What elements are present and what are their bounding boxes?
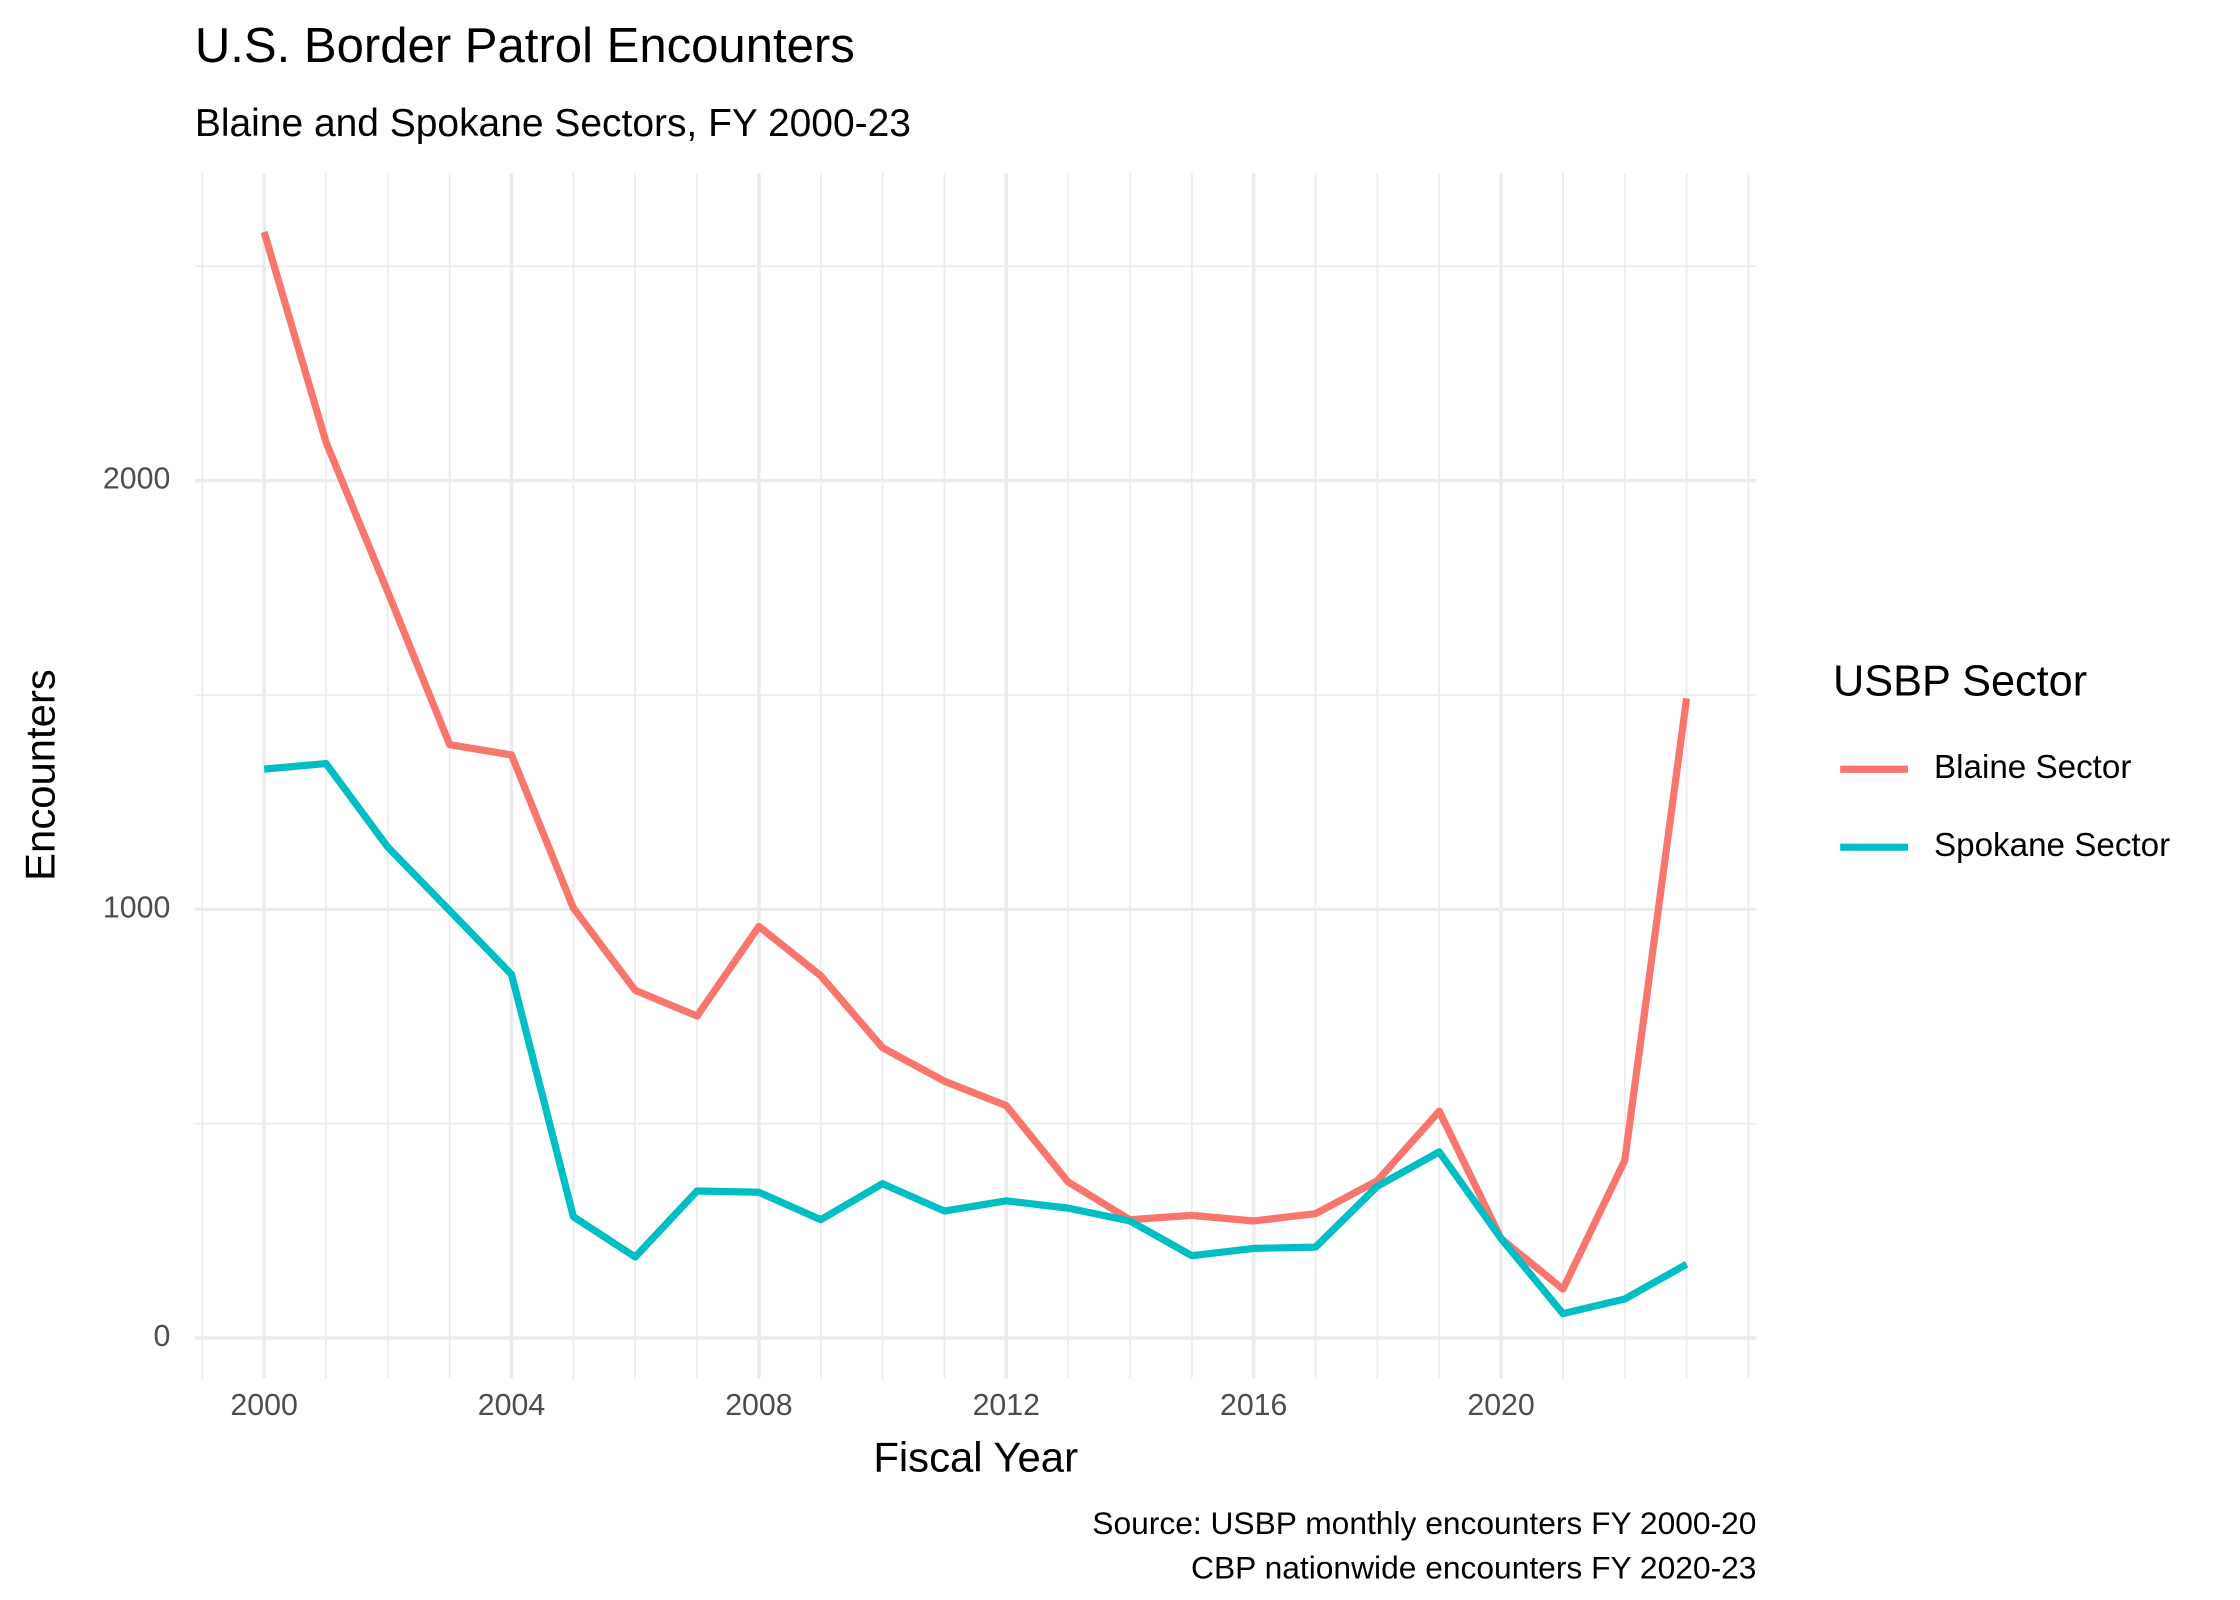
caption: Source: USBP monthly encounters FY 2000-… <box>1092 1505 1756 1541</box>
x-tick-label: 2020 <box>1467 1389 1534 1422</box>
y-tick-label: 0 <box>153 1320 170 1353</box>
data-line <box>263 759 1689 1318</box>
legend-label: Blaine Sector <box>1934 749 2131 786</box>
legend-title: USBP Sector <box>1833 658 2087 706</box>
x-tick-label: 2000 <box>230 1389 297 1422</box>
data-line <box>260 230 1691 1293</box>
x-tick-label: 2012 <box>973 1389 1040 1422</box>
x-tick-label: 2016 <box>1220 1389 1287 1422</box>
legend-label: Spokane Sector <box>1934 827 2170 864</box>
y-tick-label: 2000 <box>103 463 170 496</box>
x-tick-label: 2004 <box>478 1389 545 1422</box>
caption: CBP nationwide encounters FY 2020-23 <box>1191 1550 1756 1586</box>
x-axis-title: Fiscal Year <box>873 1434 1078 1481</box>
x-tick-label: 2008 <box>725 1389 792 1422</box>
chart-subtitle: Blaine and Spokane Sectors, FY 2000-23 <box>195 102 911 145</box>
y-axis-title: Encounters <box>16 669 63 881</box>
chart-title: U.S. Border Patrol Encounters <box>195 19 855 73</box>
y-tick-label: 1000 <box>103 891 170 924</box>
